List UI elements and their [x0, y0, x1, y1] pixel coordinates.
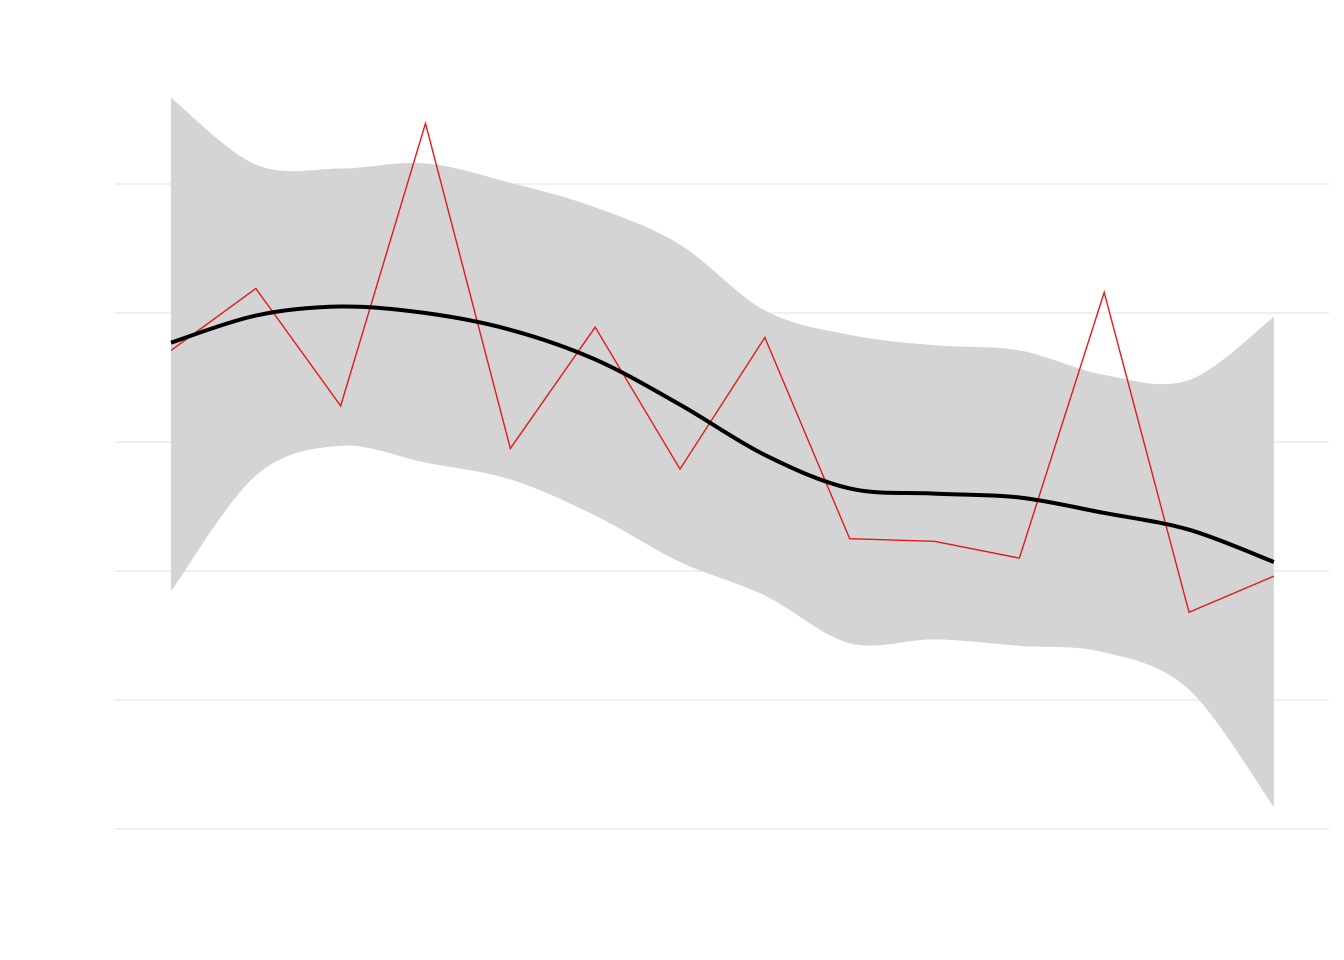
smooth-line — [170, 304, 1275, 564]
confidence-band — [170, 97, 1274, 808]
data-line — [170, 120, 1275, 614]
